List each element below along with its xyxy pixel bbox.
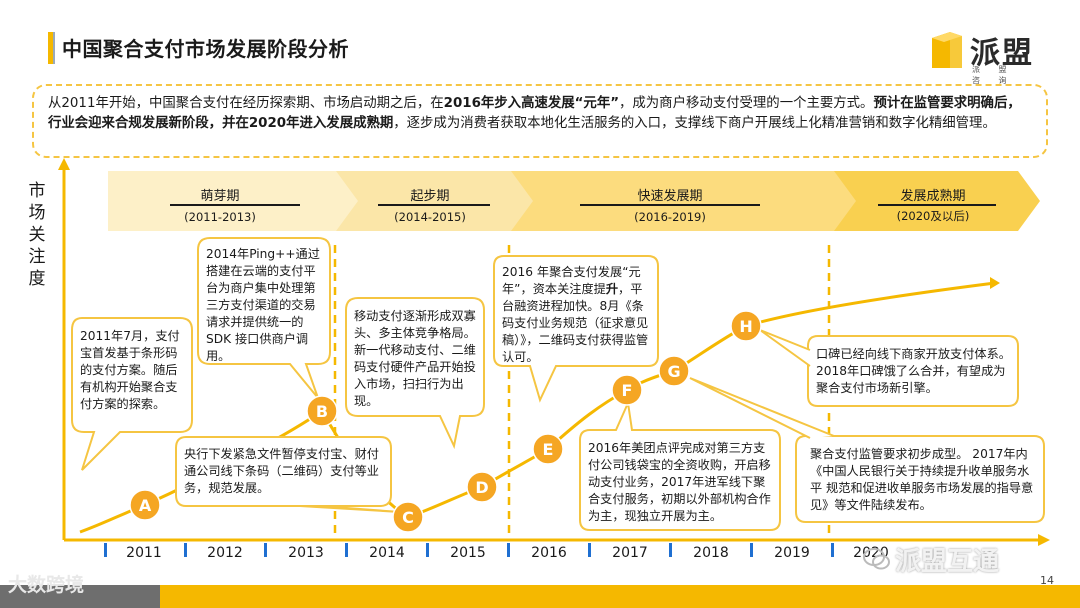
year-label-2014: 2014 (369, 545, 405, 561)
year-tick (588, 543, 591, 557)
year-tick (669, 543, 672, 557)
phase-years-4: (2020及以后) (896, 209, 970, 223)
year-tick (426, 543, 429, 557)
x-axis-arrow (1038, 534, 1050, 546)
marker-h-label: H (739, 317, 752, 336)
summary-bold-2: 预计在监管要求明确后，行业会迎来合规发展新阶段，并在2020年进入发展成熟期 (48, 96, 1021, 131)
bubble-e-text: 2016 年聚合支付发展“元年”，资本关注度提升，平台融资进程加快。8月《条码支… (502, 264, 652, 366)
bubble-e-text-2: ，平台融资进程加快。8月《条码支付业务规范（征求意见稿）》，二维码支付获得监管认… (502, 282, 649, 364)
marker-f: F (611, 374, 643, 406)
summary-bold-1: 2016年步入高速发展“元年” (443, 96, 620, 111)
watermark-left: 大数跨境 (8, 574, 85, 596)
y-axis-arrow (58, 158, 70, 170)
title-accent-bar (48, 32, 53, 64)
page-number: 14 (1040, 574, 1054, 587)
phase-name-1: 萌芽期 (200, 189, 240, 204)
marker-b: B (306, 395, 338, 427)
year-tick (345, 543, 348, 557)
footer-bar-dark (0, 585, 160, 608)
marker-b-label: B (316, 402, 328, 421)
bubble-e-text-bold: 升 (605, 282, 619, 296)
marker-e-label: E (543, 440, 554, 459)
bubble-e-shape (493, 255, 659, 403)
marker-e: E (532, 433, 564, 465)
footer-bar (0, 585, 1080, 608)
summary-text-2: ，成为商户移动支付受理的一个主要方式。 (619, 96, 874, 111)
year-tick (184, 543, 187, 557)
bubble-d-text: 移动支付逐渐形成双寡头、多主体竞争格局。新一代移动支付、二维码支付硬件产品开始投… (354, 309, 476, 408)
phase-name-2: 起步期 (410, 189, 450, 204)
bubble-d-shape (345, 297, 485, 450)
year-tick (264, 543, 267, 557)
phase-name-3: 快速发展期 (637, 189, 703, 204)
phase-chevron-2 (336, 171, 537, 231)
page-title: 中国聚合支付市场发展阶段分析 (62, 37, 349, 61)
marker-g-label: G (667, 362, 680, 381)
phase-years-3: (2016-2019) (634, 210, 706, 224)
bubble-f-text: 2016年美团点评完成对第三方支付公司钱袋宝的全资收购，开启移动支付业务，201… (588, 441, 771, 523)
marker-c: C (392, 501, 424, 533)
bubble-h-pointer (759, 329, 811, 367)
phase-chevron-3 (511, 171, 860, 231)
phase-underline-3 (580, 204, 760, 206)
wechat-icon (863, 548, 890, 570)
logo-mark-icon (932, 32, 962, 68)
year-tick (507, 543, 510, 557)
year-label-2017: 2017 (612, 545, 648, 561)
bubble-b-text: 2014年Ping++通过搭建在云端的支付平台为商户集中处理第三方支付渠道的交易… (206, 247, 320, 363)
marker-a: A (129, 489, 161, 521)
marker-f-label: F (622, 381, 633, 400)
summary-box: 从2011年开始，中国聚合支付在经历探索期、市场启动期之后，在2016年步入高速… (32, 84, 1048, 158)
title-accent-bar-secondary (53, 32, 55, 64)
logo-text: 派盟 (970, 36, 1034, 71)
phase-years-1: (2011-2013) (184, 210, 256, 224)
bubble-h-shape (807, 335, 1019, 407)
bubble-c-shape (175, 436, 392, 507)
bubble-h-text: 口碑已经向线下商家开放支付体系。2018年口碑饿了么合并，有望成为聚合支付市场新… (816, 347, 1011, 395)
year-label-2019: 2019 (774, 545, 810, 561)
bubble-g-shape (795, 435, 1045, 523)
year-label-2018: 2018 (693, 545, 729, 561)
y-axis-label: 市场关注度 (28, 181, 46, 289)
phase-underline-1 (170, 204, 300, 206)
year-label-2013: 2013 (288, 545, 324, 561)
bubble-a-shape (71, 317, 193, 471)
marker-c-label: C (402, 508, 414, 527)
phase-chevron-1 (108, 171, 362, 231)
year-label-2015: 2015 (450, 545, 486, 561)
summary-text-1: 从2011年开始，中国聚合支付在经历探索期、市场启动期之后，在 (48, 96, 444, 111)
curve-arrow (990, 277, 1000, 289)
phase-years-2: (2014-2015) (394, 210, 466, 224)
bubble-b-shape (197, 237, 331, 399)
bubble-g-text: 聚合支付监管要求初步成型。 2017年内《中国人民银行关于持续提升收单服务水平 … (810, 447, 1034, 512)
brand-logo: 派盟 派 盟 咨 询 (930, 28, 1038, 85)
marker-d: D (466, 471, 498, 503)
year-label-2020: 2020 (853, 545, 889, 561)
marker-h: H (730, 310, 762, 342)
watermark-right: 派盟互通 (895, 547, 1000, 577)
phase-chevron-4 (834, 171, 1040, 231)
bubble-a-text: 2011年7月，支付宝首发基于条形码的支付方案。随后有机构开始聚合支付方案的探索… (80, 329, 180, 411)
year-tick (750, 543, 753, 557)
year-tick (104, 543, 107, 557)
phase-underline-2 (378, 204, 490, 206)
year-label-2016: 2016 (531, 545, 567, 561)
year-tick (831, 543, 834, 557)
marker-g: G (658, 355, 690, 387)
year-label-2012: 2012 (207, 545, 243, 561)
bubble-g-pointer (689, 377, 835, 439)
marker-a-label: A (139, 496, 152, 515)
marker-d-label: D (475, 478, 488, 497)
logo-subtext: 派 盟 咨 询 (972, 65, 1015, 85)
bubble-c-text: 央行下发紧急文件暂停支付宝、财付通公司线下条码（二维码）支付等业务，规范发展。 (184, 447, 379, 495)
phase-underline-4 (878, 204, 996, 206)
summary-text-3: ，逐步成为消费者获取本地化生活服务的入口，支撑线下商户开展线上化精准营销和数字化… (393, 116, 996, 131)
bubble-e-text-1: 2016 年聚合支付发展“元年”，资本关注度提 (502, 265, 641, 296)
year-label-2011: 2011 (126, 545, 162, 561)
bubble-f-shape (579, 399, 781, 531)
phase-name-4: 发展成熟期 (900, 189, 966, 204)
